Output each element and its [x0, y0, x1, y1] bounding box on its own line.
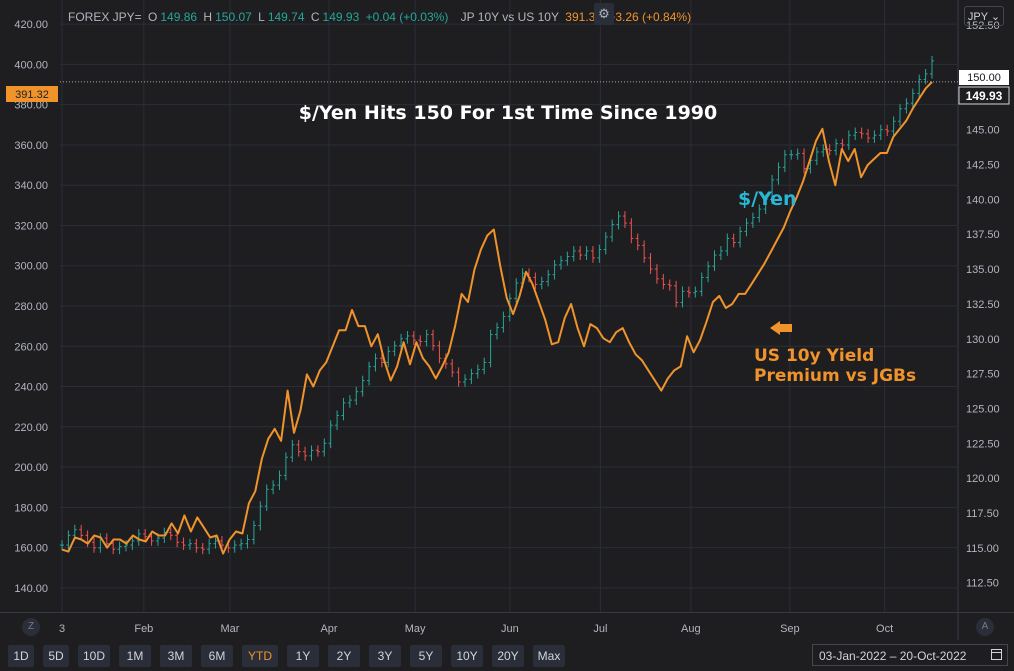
legend-high: 150.07	[215, 10, 252, 24]
left-tick-label: 220.00	[14, 422, 48, 434]
gear-icon[interactable]: ⚙	[594, 3, 614, 25]
left-tick-label: 240.00	[14, 382, 48, 394]
chart-grid	[0, 0, 1014, 640]
left-tick-label: 380.00	[14, 100, 48, 112]
legend-low: 149.74	[267, 10, 305, 24]
left-last-value: 391.32	[15, 89, 49, 101]
range-button-10d[interactable]: 10D	[78, 645, 110, 667]
x-axis: 3 Feb Mar Apr May Jun Jul Aug Sep Oct	[59, 623, 893, 635]
legend-high-label: H	[203, 10, 213, 24]
range-button-1y[interactable]: 1Y	[287, 645, 319, 667]
date-range[interactable]: 03-Jan-2022 – 20-Oct-2022	[812, 644, 1008, 666]
right-tick-label: 142.50	[966, 160, 1000, 172]
legend: FOREX JPY= O 149.86 H 150.07 L 149.74 C 149.…	[68, 10, 694, 24]
right-tick-label: 125.00	[966, 403, 1000, 415]
chart-title: $/Yen Hits 150 For 1st Time Since 1990	[299, 102, 718, 124]
right-tick-label: 115.00	[966, 543, 999, 555]
left-tick-label: 300.00	[14, 261, 48, 273]
x-tick-label: Apr	[320, 623, 337, 635]
chevron-down-icon: ⌄	[987, 11, 1001, 23]
right-tick-label: 137.50	[966, 229, 1000, 241]
calendar-icon	[991, 649, 1002, 660]
right-tick-label: 112.50	[966, 578, 999, 590]
right-tick-label: 132.50	[966, 299, 1000, 311]
range-button-ytd[interactable]: YTD	[242, 645, 278, 667]
currency-dropdown[interactable]: JPY ⌄	[964, 6, 1004, 26]
left-axis: 140.00 160.00 180.00 200.00 220.00 240.00 260.…	[14, 19, 48, 595]
left-tick-label: 200.00	[14, 462, 48, 474]
right-tick-label: 117.50	[966, 508, 999, 520]
x-tick-label: Jul	[593, 623, 607, 635]
x-tick-label: 3	[59, 623, 65, 635]
right-last-value: 149.93	[966, 89, 1003, 103]
legend-close-label: C	[310, 10, 320, 24]
left-tick-label: 160.00	[14, 543, 48, 555]
left-tick-label: 180.00	[14, 502, 48, 514]
range-button-3m[interactable]: 3M	[160, 645, 192, 667]
range-toolbar: 1D 5D 10D 1M 3M 6M YTD 1Y 2Y 3Y 5Y 10Y 20Y Max	[0, 642, 1014, 671]
range-button-max[interactable]: Max	[533, 645, 565, 667]
left-last-value-box	[6, 86, 58, 102]
range-button-6m[interactable]: 6M	[201, 645, 233, 667]
right-marker-box	[959, 70, 1009, 85]
left-tick-label: 280.00	[14, 301, 48, 313]
series-group	[60, 56, 934, 555]
left-tick-label: 400.00	[14, 59, 48, 71]
arrow-left-icon	[770, 321, 792, 335]
legend-change: +0.04 (+0.03%)	[365, 10, 449, 24]
right-tick-label: 140.00	[966, 194, 1000, 206]
left-tick-label: 360.00	[14, 140, 48, 152]
range-button-2y[interactable]: 2Y	[328, 645, 360, 667]
right-axis: 112.50 115.00 117.50 120.00 122.50 125.00 127.…	[966, 20, 1000, 590]
corner-left-label: Z	[27, 621, 35, 632]
legend-open: 149.86	[160, 10, 198, 24]
right-tick-label: 135.00	[966, 264, 1000, 276]
range-button-5y[interactable]: 5Y	[410, 645, 442, 667]
legend-close: 149.93	[322, 10, 360, 24]
left-tick-label: 340.00	[14, 180, 48, 192]
x-tick-label: Jun	[501, 623, 519, 635]
premium-annotation-line2: Premium vs JGBs	[754, 366, 916, 386]
range-button-1m[interactable]: 1M	[119, 645, 151, 667]
right-tick-label: 122.50	[966, 438, 1000, 450]
date-range-text: 03-Jan-2022 – 20-Oct-2022	[819, 649, 967, 663]
range-button-10y[interactable]: 10Y	[451, 645, 483, 667]
premium-annotation-line1: US 10y Yield	[754, 346, 874, 366]
x-tick-label: Oct	[876, 623, 893, 635]
corner-left-button[interactable]: Z	[22, 618, 40, 636]
yen-annotation: $/Yen	[738, 188, 797, 210]
left-tick-label: 260.00	[14, 341, 48, 353]
legend-open-label: O	[148, 10, 158, 24]
auto-scale-button[interactable]: A	[976, 618, 994, 636]
x-tick-label: Sep	[780, 623, 800, 635]
legend-low-label: L	[258, 10, 265, 24]
right-tick-label: 120.00	[966, 473, 1000, 485]
x-tick-label: Mar	[220, 623, 239, 635]
currency-label: JPY	[967, 11, 988, 23]
series-premium-line	[61, 81, 933, 555]
legend-series2-value: 391.32	[565, 10, 602, 24]
right-marker-value: 150.00	[967, 72, 1001, 84]
range-button-5d[interactable]: 5D	[43, 645, 69, 667]
right-tick-label: 127.50	[966, 369, 1000, 381]
corner-right-label: A	[981, 621, 989, 632]
right-tick-label: 152.50	[966, 20, 1000, 32]
legend-series2-name: JP 10Y vs US 10Y	[460, 10, 559, 24]
legend-symbol: FOREX JPY=	[68, 10, 142, 24]
left-tick-label: 140.00	[14, 583, 48, 595]
x-tick-label: Feb	[134, 623, 153, 635]
left-tick-label: 420.00	[14, 19, 48, 31]
left-tick-label: 320.00	[14, 220, 48, 232]
right-last-value-box	[958, 86, 1010, 105]
range-button-20y[interactable]: 20Y	[492, 645, 524, 667]
right-tick-label: 130.00	[966, 334, 1000, 346]
range-button-1d[interactable]: 1D	[8, 645, 34, 667]
x-tick-label: May	[405, 623, 426, 635]
legend-series2-change: +3.26 (+0.84%)	[608, 10, 692, 24]
series-yen	[60, 56, 934, 555]
range-button-3y[interactable]: 3Y	[369, 645, 401, 667]
right-tick-label: 145.00	[966, 125, 1000, 137]
x-tick-label: Aug	[681, 623, 701, 635]
